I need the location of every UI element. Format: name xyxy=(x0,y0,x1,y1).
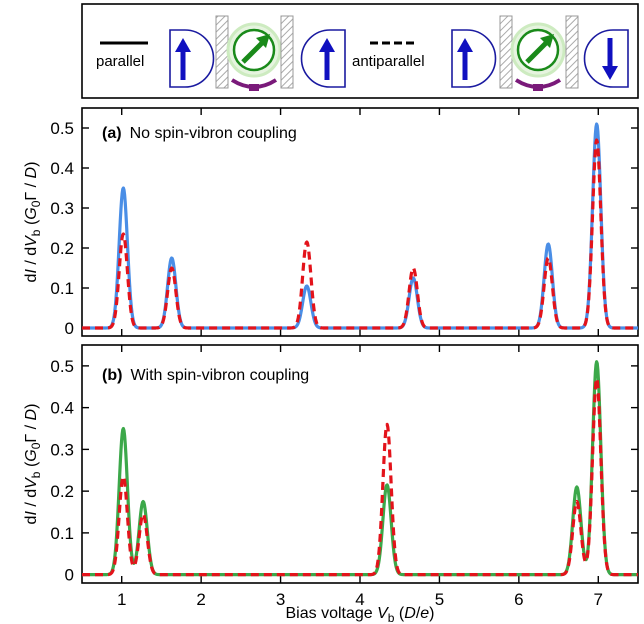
x-ticks: 1 2 3 4 5 6 7 xyxy=(117,345,603,609)
y-tick-label: 0.1 xyxy=(50,279,74,298)
barrier-icon xyxy=(499,15,513,89)
y-tick-label: 0.5 xyxy=(50,119,74,138)
x-axis-label: Bias voltage Vb (D/e) xyxy=(286,605,435,624)
legend-box: parallel xyxy=(81,3,639,99)
x-tick-label: 5 xyxy=(435,590,444,609)
y-axis-label-a: dI / dVb (G0Γ / D) xyxy=(23,162,43,283)
arrow-up-icon xyxy=(319,38,335,80)
arrow-down-icon xyxy=(602,38,618,80)
y-tick-label: 0.5 xyxy=(50,357,74,376)
curves-b xyxy=(81,360,639,577)
y-tick-label: 0.2 xyxy=(50,482,74,501)
barrier-icon xyxy=(215,15,229,89)
parallel-junction-icon xyxy=(169,15,346,91)
y-tick-label: 0 xyxy=(65,319,74,338)
panel-b: (b) With spin-vibron coupling 0 0.1 0.2 0.3 0… xyxy=(23,344,639,624)
legend-antiparallel-label: antiparallel xyxy=(352,53,425,70)
parallel-curve xyxy=(81,360,639,577)
arrow-up-icon xyxy=(457,38,473,80)
y-tick-label: 0 xyxy=(65,566,74,585)
svg-text:(b)With spin-vibron coupling: (b) With spin-vibron coupling xyxy=(102,367,309,384)
x-tick-label: 4 xyxy=(355,590,364,609)
antiparallel-curve xyxy=(81,376,639,577)
x-tick-label: 7 xyxy=(594,590,603,609)
panel-title-b: With spin-vibron coupling xyxy=(130,367,309,384)
x-tick-label: 2 xyxy=(196,590,205,609)
electrode-up-icon xyxy=(451,29,497,88)
y-tick-label: 0.4 xyxy=(50,159,74,178)
x-tick-label: 6 xyxy=(514,590,523,609)
electrode-up-icon xyxy=(169,29,215,88)
arrow-up-icon xyxy=(175,38,191,80)
x-tick-label: 3 xyxy=(276,590,285,609)
legend-parallel-label: parallel xyxy=(96,53,144,70)
panel-a: (a) No spin-vibron coupling 0 0.1 0.2 0.3 0.4… xyxy=(23,107,639,338)
panel-tag-a: (a) xyxy=(102,125,122,142)
panel-tag-b: (b) xyxy=(102,367,122,384)
electrode-down-icon xyxy=(583,29,629,88)
antiparallel-curve xyxy=(81,138,639,330)
y-ticks-a: 0 0.1 0.2 0.3 0.4 0.5 xyxy=(50,108,638,338)
molecule-spin-icon xyxy=(510,22,566,91)
curves-a xyxy=(81,122,639,330)
x-tick-label: 1 xyxy=(117,590,126,609)
barrier-icon xyxy=(280,15,294,89)
y-tick-label: 0.1 xyxy=(50,524,74,543)
y-tick-label: 0.4 xyxy=(50,399,74,418)
antiparallel-junction-icon xyxy=(451,15,629,91)
y-tick-label: 0.2 xyxy=(50,239,74,258)
barrier-icon xyxy=(565,15,579,89)
molecule-spin-icon xyxy=(226,22,282,91)
svg-text:(a)No spin-vibron coupling: (a) No spin-vibron coupling xyxy=(102,125,297,142)
electrode-up-icon xyxy=(300,29,346,88)
y-tick-label: 0.3 xyxy=(50,199,74,218)
panel-title-a: No spin-vibron coupling xyxy=(130,125,297,142)
y-tick-label: 0.3 xyxy=(50,440,74,459)
y-axis-label-b: dI / dVb (G0Γ / D) xyxy=(23,404,43,525)
